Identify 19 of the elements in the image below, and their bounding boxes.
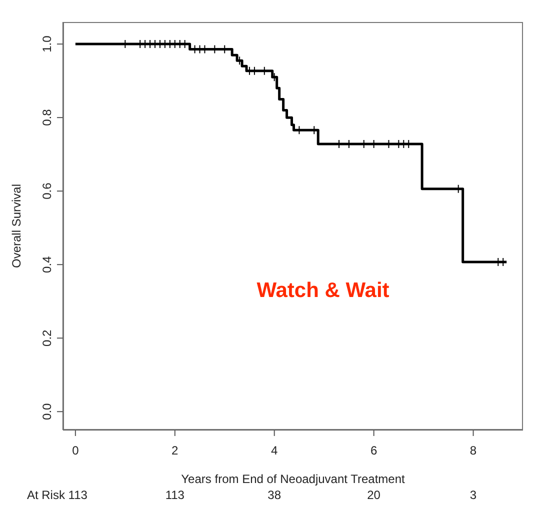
x-tick-label: 4 <box>271 444 278 458</box>
text: 20 <box>367 488 380 502</box>
x-tick-label: 2 <box>172 444 179 458</box>
y-tick-label: 0.4 <box>40 256 54 273</box>
x-tick-label: 0 <box>72 444 80 458</box>
text: At Risk 113 <box>26 488 88 502</box>
y-tick-label: 0.8 <box>40 108 54 126</box>
text: 3 <box>470 488 477 502</box>
y-axis-title: Overall Survival <box>9 184 24 268</box>
y-tick-label: 0.2 <box>40 329 54 346</box>
y-tick-label: 1.0 <box>40 35 54 52</box>
annotation: Watch & Wait <box>256 279 390 304</box>
y-tick-label: 0.6 <box>40 182 54 200</box>
x-tick-label: 8 <box>470 444 477 458</box>
text: 113 <box>165 488 184 502</box>
text: 38 <box>268 488 282 502</box>
x-axis-title: Years from End of Neoadjuvant Treatment <box>180 472 406 486</box>
y-tick-label: 0.0 <box>40 402 54 420</box>
x-tick-label: 6 <box>370 444 378 458</box>
